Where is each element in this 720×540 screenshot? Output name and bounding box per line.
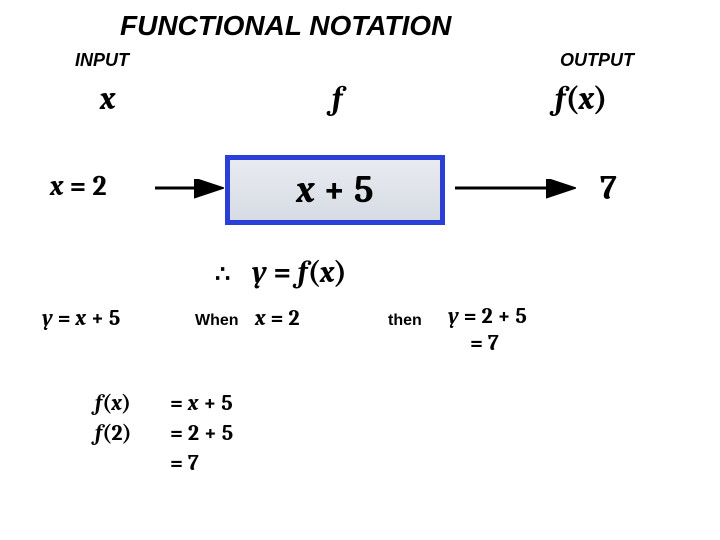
then-result-2: = 7 — [470, 330, 499, 356]
then-label: then — [388, 312, 422, 330]
fx-line2-right: = 2 + 5 — [170, 420, 233, 446]
output-symbol: f(x) — [555, 80, 607, 117]
input-label: INPUT — [75, 50, 129, 71]
input-value: x = 2 — [50, 170, 107, 202]
output-label: OUTPUT — [560, 50, 634, 71]
function-box: x + 5 — [225, 155, 445, 225]
function-symbol: f — [332, 80, 343, 117]
therefore-symbol: ∴ — [215, 260, 230, 288]
fx-line2-left: f(2) — [95, 420, 131, 446]
y-equation: y = x + 5 — [42, 305, 120, 331]
input-symbol: x — [100, 80, 115, 117]
when-condition: x = 2 — [255, 305, 299, 331]
output-value: 7 — [600, 168, 617, 208]
then-result-1: y = 2 + 5 — [448, 303, 527, 329]
when-label: When — [195, 312, 239, 330]
function-expression: x + 5 — [296, 168, 373, 212]
fx-line1-right: = x + 5 — [170, 390, 233, 416]
therefore-expression: y = f(x) — [252, 255, 347, 290]
fx-line3-right: = 7 — [170, 450, 199, 476]
page-title: FUNCTIONAL NOTATION — [120, 10, 451, 42]
fx-line1-left: f(x) — [95, 390, 131, 416]
